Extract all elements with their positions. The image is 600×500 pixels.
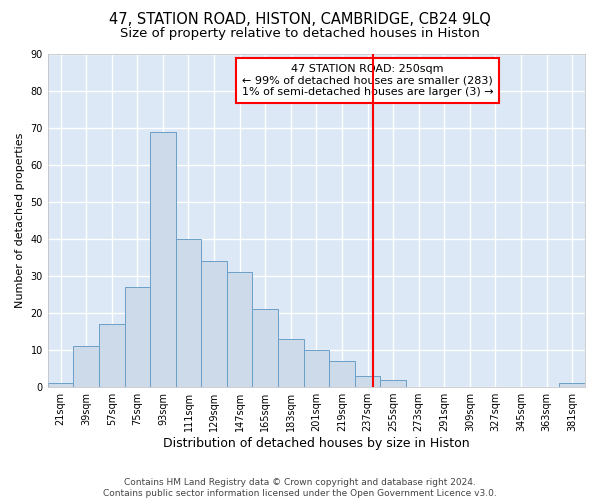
Y-axis label: Number of detached properties: Number of detached properties — [15, 133, 25, 308]
Bar — [73, 346, 99, 387]
Bar — [176, 239, 201, 387]
Bar — [125, 287, 150, 387]
X-axis label: Distribution of detached houses by size in Histon: Distribution of detached houses by size … — [163, 437, 470, 450]
Text: Size of property relative to detached houses in Histon: Size of property relative to detached ho… — [120, 28, 480, 40]
Text: 47 STATION ROAD: 250sqm
← 99% of detached houses are smaller (283)
1% of semi-de: 47 STATION ROAD: 250sqm ← 99% of detache… — [242, 64, 493, 97]
Bar — [253, 310, 278, 387]
Bar — [380, 380, 406, 387]
Bar — [99, 324, 125, 387]
Bar — [201, 262, 227, 387]
Bar — [278, 339, 304, 387]
Bar — [227, 272, 253, 387]
Bar — [329, 361, 355, 387]
Bar — [559, 384, 585, 387]
Bar — [355, 376, 380, 387]
Bar — [150, 132, 176, 387]
Text: Contains HM Land Registry data © Crown copyright and database right 2024.
Contai: Contains HM Land Registry data © Crown c… — [103, 478, 497, 498]
Bar — [304, 350, 329, 387]
Bar — [48, 384, 73, 387]
Text: 47, STATION ROAD, HISTON, CAMBRIDGE, CB24 9LQ: 47, STATION ROAD, HISTON, CAMBRIDGE, CB2… — [109, 12, 491, 28]
